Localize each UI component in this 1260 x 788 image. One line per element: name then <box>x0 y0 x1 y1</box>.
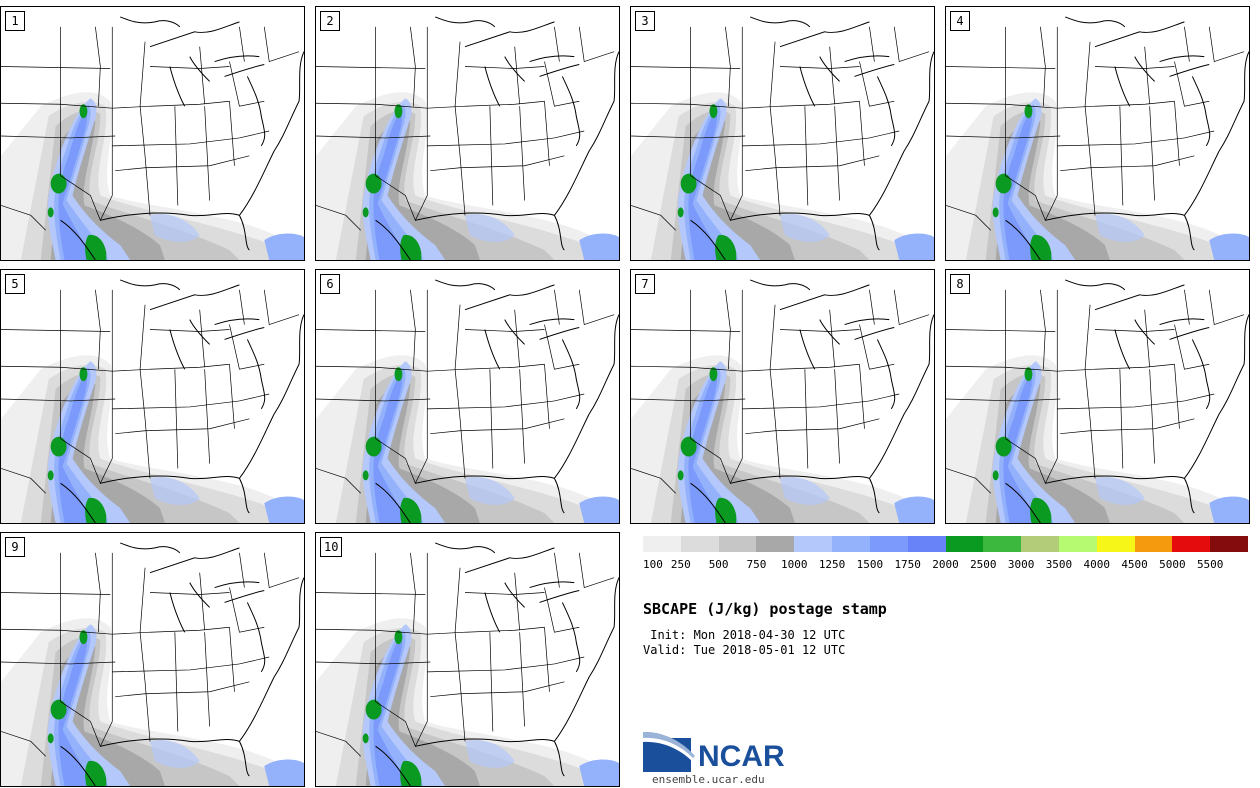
ncar-logo-text: NCAR <box>698 740 785 773</box>
panel-number-4: 4 <box>950 11 970 31</box>
map-panel-1: 1 <box>0 6 305 261</box>
colorbar-tick-label: 5000 <box>1159 558 1186 571</box>
map-panel-8: 8 <box>945 269 1250 524</box>
panel-number-1: 1 <box>5 11 25 31</box>
cape-map-7 <box>631 279 934 523</box>
colorbar-tick-label: 1000 <box>781 558 808 571</box>
colorbar-tick-label: 4500 <box>1121 558 1148 571</box>
colorbar-swatch <box>680 536 719 552</box>
panel-number-10: 10 <box>320 537 343 557</box>
colorbar-labels: 100 250 500 750 1000 1250 1500 1750 2000 2500 3000… <box>643 558 1248 572</box>
cape-map-2 <box>316 16 619 260</box>
cape-map-5 <box>1 279 304 523</box>
colorbar-tick-label: 2500 <box>970 558 997 571</box>
panel-number-7: 7 <box>635 274 655 294</box>
map-panel-3: 3 <box>630 6 935 261</box>
map-panel-6: 6 <box>315 269 620 524</box>
colorbar-swatch <box>869 536 908 552</box>
colorbar-swatch <box>1021 536 1059 552</box>
logo-url: ensemble.ucar.edu <box>652 773 765 786</box>
colorbar-swatch <box>718 536 757 552</box>
cape-map-4 <box>946 16 1249 260</box>
valid-time: Valid: Tue 2018-05-01 12 UTC <box>643 643 846 657</box>
panel-number-8: 8 <box>950 274 970 294</box>
colorbar-swatch <box>1096 536 1135 552</box>
colorbar-tick-label: 250 <box>670 558 691 571</box>
colorbar-tick-label: 1250 <box>818 558 846 571</box>
colorbar-swatch <box>643 536 681 552</box>
cape-map-8 <box>946 279 1249 523</box>
colorbar-tick-label: 3000 <box>1007 558 1035 571</box>
colorbar-swatch <box>983 536 1022 552</box>
colorbar-swatch <box>945 536 984 552</box>
panel-number-3: 3 <box>635 11 655 31</box>
ncar-logo-icon <box>643 732 695 772</box>
colorbar <box>643 536 1248 552</box>
cape-map-1 <box>1 16 304 260</box>
cape-map-9 <box>1 542 304 786</box>
colorbar-tick-label: 3500 <box>1045 558 1073 571</box>
plot-title: SBCAPE (J/kg) postage stamp <box>643 600 887 618</box>
cape-map-10 <box>316 542 619 786</box>
colorbar-tick-label: 1750 <box>894 558 921 571</box>
cape-map-6 <box>316 279 619 523</box>
map-panel-5: 5 <box>0 269 305 524</box>
cape-map-3 <box>631 16 934 260</box>
map-panel-4: 4 <box>945 6 1250 261</box>
colorbar-tick-label: 4000 <box>1083 558 1111 571</box>
colorbar-swatch <box>832 536 870 552</box>
colorbar-swatch <box>1134 536 1173 552</box>
colorbar-tick-label: 1500 <box>856 558 884 571</box>
colorbar-swatch <box>1210 536 1248 552</box>
colorbar-tick-label: 500 <box>708 558 729 571</box>
colorbar-tick-label: 2000 <box>932 558 959 571</box>
panel-number-2: 2 <box>320 11 340 31</box>
panel-number-9: 9 <box>5 537 25 557</box>
colorbar-swatch <box>1172 536 1211 552</box>
colorbar-swatch <box>907 536 946 552</box>
colorbar-tick-label: 100 <box>643 558 663 571</box>
map-panel-9: 9 <box>0 532 305 787</box>
map-panel-7: 7 <box>630 269 935 524</box>
panel-number-5: 5 <box>5 274 25 294</box>
colorbar-swatch <box>756 536 795 552</box>
init-time: Init: Mon 2018-04-30 12 UTC <box>643 628 846 642</box>
colorbar-tick-label: 750 <box>746 558 767 571</box>
colorbar-tick-label: 5500 <box>1196 558 1224 571</box>
map-panel-2: 2 <box>315 6 620 261</box>
map-panel-10: 10 <box>315 532 620 787</box>
colorbar-swatch <box>1058 536 1097 552</box>
panel-number-6: 6 <box>320 274 340 294</box>
colorbar-swatch <box>794 536 833 552</box>
